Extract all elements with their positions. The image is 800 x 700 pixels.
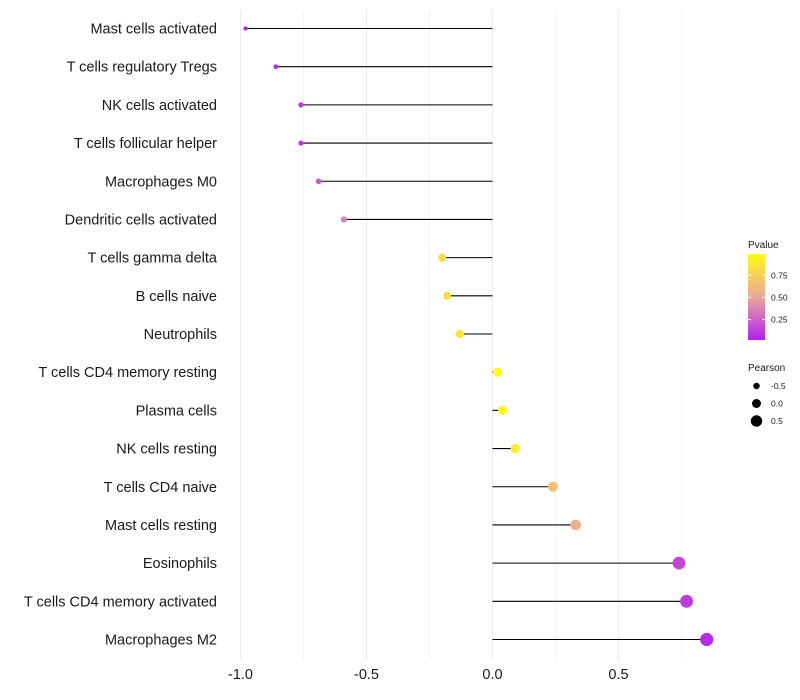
lollipop-point (570, 519, 581, 531)
category-label: T cells CD4 naive (104, 480, 217, 496)
lollipop-point (455, 329, 464, 339)
colorbar-tick-label: 0.25 (771, 315, 788, 325)
category-label: T cells regulatory Tregs (67, 60, 217, 76)
lollipop-stems (245, 27, 707, 641)
pearson-legend-label: 0.0 (771, 399, 783, 409)
x-tick-label: 0.0 (482, 667, 502, 683)
lollipop-point (438, 253, 447, 262)
pearson-legend-title: Pearson (748, 363, 785, 374)
category-label: T cells CD4 memory activated (24, 594, 217, 610)
lollipop-point (510, 443, 520, 454)
pearson-legend-key (752, 399, 761, 408)
category-label: Dendritic cells activated (65, 212, 217, 228)
lollipop-point (340, 216, 347, 223)
lollipop-point (547, 481, 559, 492)
pvalue-colorbar (748, 254, 765, 340)
pearson-legend-label: 0.5 (771, 416, 783, 426)
y-axis-category-labels: Mast cells activated T cells regulatory T… (24, 22, 218, 649)
category-label: Mast cells activated (90, 22, 217, 38)
x-tick-label: 0.5 (608, 667, 628, 683)
lollipop-point (672, 556, 686, 570)
pearson-legend-key (753, 382, 760, 390)
lollipop-point (298, 140, 304, 146)
pearson-legend: Pearson -0.5 0.0 0.5 (748, 363, 786, 427)
category-label: Mast cells resting (105, 518, 217, 534)
category-label: T cells gamma delta (88, 251, 218, 267)
category-label: T cells follicular helper (74, 136, 217, 152)
lollipop-point (443, 291, 452, 300)
pearson-legend-label: -0.5 (771, 381, 786, 391)
category-label: Macrophages M2 (105, 633, 217, 649)
category-label: NK cells resting (116, 442, 217, 458)
lollipop-point (680, 594, 693, 608)
pvalue-legend: Pvalue 0.25 0.50 0.75 (748, 240, 788, 340)
grid-lines (240, 10, 682, 660)
x-tick-label: -0.5 (354, 667, 379, 683)
pvalue-legend-title: Pvalue (748, 240, 779, 251)
category-label: T cells CD4 memory resting (38, 365, 217, 381)
category-label: Macrophages M0 (105, 174, 217, 190)
x-axis-tick-labels: -1.0 -0.5 0.0 0.5 (228, 667, 629, 683)
category-label: NK cells activated (102, 98, 217, 114)
lollipop-point (273, 64, 279, 70)
colorbar-tick-label: 0.50 (771, 292, 788, 302)
category-label: Plasma cells (136, 403, 217, 419)
category-label: Eosinophils (143, 556, 217, 572)
lollipop-point (493, 367, 503, 377)
lollipop-point (315, 178, 322, 185)
colorbar-tick-label: 0.75 (771, 270, 788, 280)
category-label: Neutrophils (144, 327, 217, 343)
lollipop-point (298, 102, 304, 108)
pearson-legend-key (750, 415, 763, 427)
lollipop-points (243, 26, 714, 647)
category-label: B cells naive (136, 289, 217, 305)
x-tick-label: -1.0 (228, 667, 253, 683)
lollipop-point (700, 632, 714, 647)
lollipop-point (497, 405, 508, 415)
lollipop-point (243, 26, 248, 31)
